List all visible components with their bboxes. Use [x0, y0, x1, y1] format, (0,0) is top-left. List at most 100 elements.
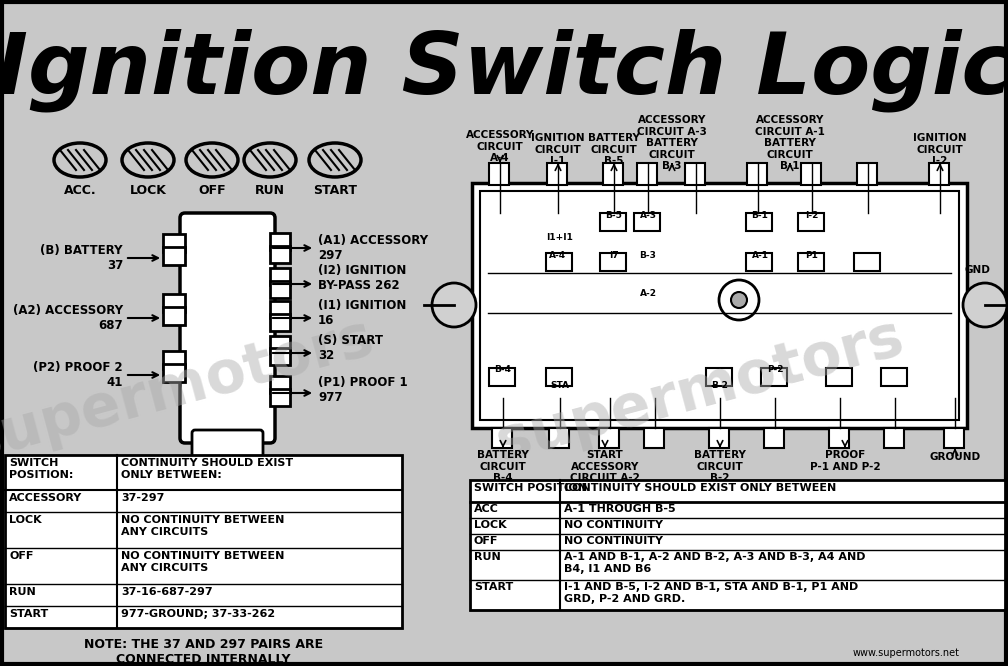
Bar — [270, 389, 290, 406]
Bar — [470, 480, 1005, 610]
Circle shape — [432, 283, 476, 327]
Bar — [163, 364, 185, 382]
Bar — [270, 268, 290, 285]
Text: NOTE: THE 37 AND 297 PAIRS ARE
CONNECTED INTERNALLY: NOTE: THE 37 AND 297 PAIRS ARE CONNECTED… — [84, 638, 323, 666]
Bar — [746, 213, 772, 231]
Bar — [764, 428, 784, 448]
Bar — [644, 428, 664, 448]
Bar — [547, 163, 566, 185]
Text: ACCESSORY
CIRCUIT
A-4: ACCESSORY CIRCUIT A-4 — [466, 130, 534, 163]
Bar — [270, 348, 290, 365]
Text: B-1: B-1 — [752, 210, 768, 220]
Text: B-3: B-3 — [639, 250, 656, 260]
Text: (A2) ACCESSORY
687: (A2) ACCESSORY 687 — [13, 304, 123, 332]
Bar — [163, 351, 185, 369]
Bar — [603, 163, 623, 185]
Bar — [5, 455, 402, 628]
Text: A-1: A-1 — [752, 250, 768, 260]
Bar — [270, 336, 290, 353]
Bar — [163, 247, 185, 265]
Text: BATTERY
CIRCUIT
B-4: BATTERY CIRCUIT B-4 — [477, 450, 529, 484]
Bar — [472, 183, 967, 428]
Text: START
ACCESSORY
CIRCUIT A-2: START ACCESSORY CIRCUIT A-2 — [571, 450, 640, 484]
Bar — [881, 368, 907, 386]
Text: RUN: RUN — [9, 587, 35, 597]
Bar — [761, 368, 787, 386]
Text: NO CONTINUITY: NO CONTINUITY — [564, 520, 663, 530]
Bar — [270, 246, 290, 263]
Bar — [270, 314, 290, 331]
Text: 37-297: 37-297 — [121, 493, 164, 503]
Bar — [746, 253, 772, 271]
Text: ACCESSORY
CIRCUIT A-1
BATTERY
CIRCUIT
B-1: ACCESSORY CIRCUIT A-1 BATTERY CIRCUIT B-… — [755, 115, 825, 171]
Bar — [944, 428, 964, 448]
Text: A-1 AND B-1, A-2 AND B-2, A-3 AND B-3, A4 AND
B4, I1 AND B6: A-1 AND B-1, A-2 AND B-2, A-3 AND B-3, A… — [564, 552, 866, 573]
Text: RUN: RUN — [255, 184, 285, 197]
Text: I-2: I-2 — [805, 210, 818, 220]
Bar — [826, 368, 852, 386]
Text: (S) START
32: (S) START 32 — [318, 334, 383, 362]
Text: CONTINUITY SHOULD EXIST ONLY BETWEEN: CONTINUITY SHOULD EXIST ONLY BETWEEN — [564, 483, 837, 493]
Text: A-3: A-3 — [639, 210, 656, 220]
Text: (P1) PROOF 1
977: (P1) PROOF 1 977 — [318, 376, 407, 404]
Bar — [634, 213, 660, 231]
Text: CONTINUITY SHOULD EXIST
ONLY BETWEEN:: CONTINUITY SHOULD EXIST ONLY BETWEEN: — [121, 458, 293, 480]
Circle shape — [719, 280, 759, 320]
Text: GND: GND — [964, 265, 990, 275]
Text: ACCESSORY: ACCESSORY — [9, 493, 83, 503]
Bar — [163, 234, 185, 252]
Text: IGNITION
CIRCUIT
I-2: IGNITION CIRCUIT I-2 — [913, 133, 967, 166]
Bar — [480, 191, 959, 420]
Text: (P2) PROOF 2
41: (P2) PROOF 2 41 — [33, 361, 123, 389]
Text: ACCESSORY
CIRCUIT A-3
BATTERY
CIRCUIT
B-3: ACCESSORY CIRCUIT A-3 BATTERY CIRCUIT B-… — [637, 115, 707, 171]
Bar — [857, 163, 877, 185]
Text: OFF: OFF — [474, 536, 498, 546]
Bar — [546, 253, 572, 271]
Text: BATTERY
CIRCUIT
B-2: BATTERY CIRCUIT B-2 — [695, 450, 746, 484]
Bar — [801, 163, 821, 185]
Text: supermotors: supermotors — [490, 308, 909, 472]
Bar — [163, 294, 185, 312]
Text: SWITCH POSITION: SWITCH POSITION — [474, 483, 587, 493]
Text: PROOF
P-1 AND P-2: PROOF P-1 AND P-2 — [809, 450, 880, 472]
Text: (I2) IGNITION
BY-PASS 262: (I2) IGNITION BY-PASS 262 — [318, 264, 406, 292]
Text: BATTERY
CIRCUIT
B-5: BATTERY CIRCUIT B-5 — [588, 133, 640, 166]
Bar — [854, 253, 880, 271]
Text: RUN: RUN — [474, 552, 501, 562]
Bar — [600, 253, 626, 271]
Bar — [637, 163, 657, 185]
Text: B-5: B-5 — [606, 210, 622, 220]
Text: NO CONTINUITY BETWEEN
ANY CIRCUITS: NO CONTINUITY BETWEEN ANY CIRCUITS — [121, 515, 284, 537]
Bar — [489, 368, 515, 386]
Bar — [747, 163, 767, 185]
Text: STA: STA — [550, 380, 570, 390]
Bar — [270, 376, 290, 393]
Bar — [489, 163, 509, 185]
Bar — [706, 368, 732, 386]
Circle shape — [963, 283, 1007, 327]
Bar — [270, 233, 290, 250]
Text: I1+I1: I1+I1 — [546, 234, 574, 242]
Text: START: START — [474, 582, 513, 592]
Text: SWITCH
POSITION:: SWITCH POSITION: — [9, 458, 74, 480]
Text: IGNITION
CIRCUIT
I-1: IGNITION CIRCUIT I-1 — [531, 133, 585, 166]
Text: B-4: B-4 — [495, 366, 511, 374]
Bar — [929, 163, 949, 185]
Text: (B) BATTERY
37: (B) BATTERY 37 — [40, 244, 123, 272]
Circle shape — [731, 292, 747, 308]
Text: A-2: A-2 — [639, 288, 656, 298]
Text: P1: P1 — [805, 250, 818, 260]
Text: LOCK: LOCK — [474, 520, 507, 530]
Text: (I1) IGNITION
16: (I1) IGNITION 16 — [318, 299, 406, 327]
Text: www.supermotors.net: www.supermotors.net — [853, 648, 960, 658]
Text: LOCK: LOCK — [130, 184, 166, 197]
Bar — [884, 428, 904, 448]
Bar — [270, 301, 290, 318]
FancyBboxPatch shape — [180, 213, 275, 443]
Bar — [492, 428, 512, 448]
Bar — [685, 163, 705, 185]
Text: A-1 THROUGH B-5: A-1 THROUGH B-5 — [564, 504, 675, 514]
Bar — [599, 428, 619, 448]
Text: A-4: A-4 — [549, 250, 566, 260]
Text: 977-GROUND; 37-33-262: 977-GROUND; 37-33-262 — [121, 609, 275, 619]
